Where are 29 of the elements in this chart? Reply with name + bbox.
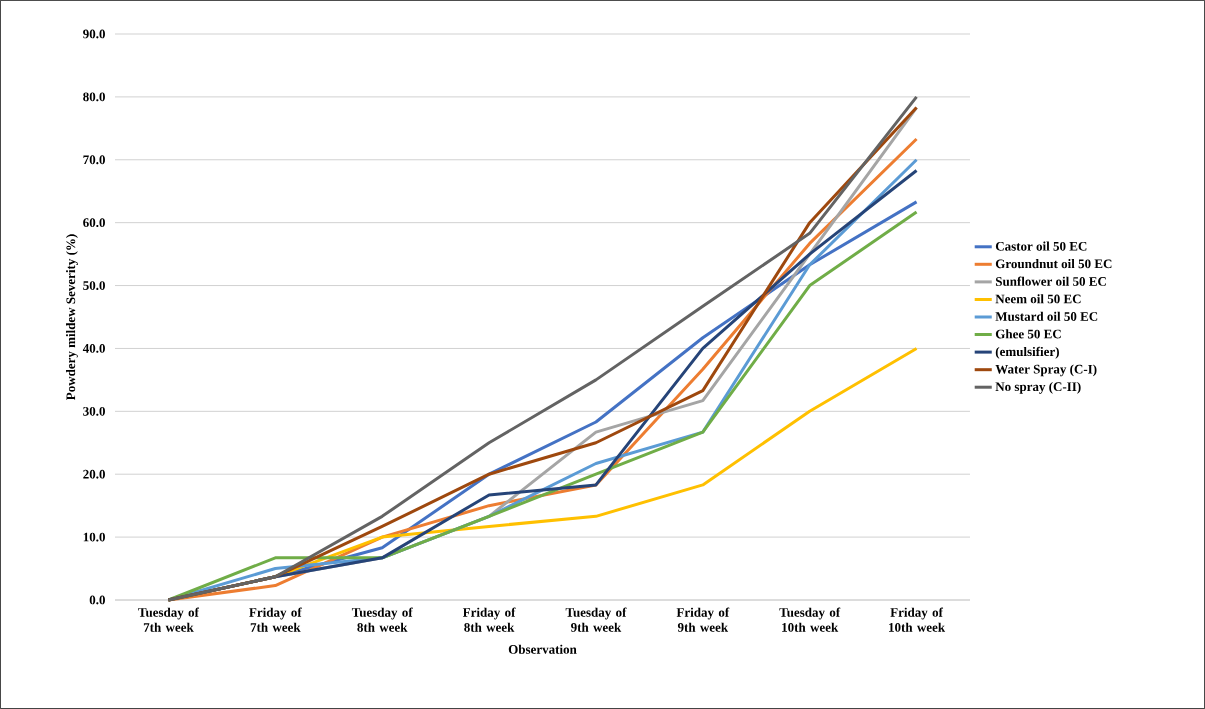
legend-label: (emulsifier): [995, 346, 1059, 359]
y-axis-title: Powdery mildew Severity (%): [66, 234, 78, 400]
x-tick-label: Friday of 9th week: [676, 607, 730, 632]
legend-label: No spray (C-II): [995, 381, 1081, 394]
y-tick-label: 40.0: [82, 344, 105, 353]
x-tick-label: Friday of 10th week: [889, 607, 946, 632]
y-tick-label: 20.0: [83, 469, 105, 479]
y-tick-label: 10.0: [83, 532, 105, 542]
y-tick-label: 50.0: [83, 281, 105, 290]
x-tick-label: Tuesday of 9th week: [565, 607, 627, 632]
y-tick-label: 60.0: [83, 218, 105, 228]
legend-label: Water Spray (C-I): [995, 364, 1097, 377]
x-axis-title: Observation: [508, 644, 577, 654]
y-tick-label: 90.0: [83, 29, 105, 39]
legend-label: Mustard oil 50 EC: [995, 311, 1098, 321]
x-tick-label: Friday of 8th week: [462, 607, 516, 632]
x-tick-label: Friday of 7th week: [249, 607, 302, 632]
y-tick-label: 70.0: [83, 155, 105, 165]
legend-label: Ghee 50 EC: [995, 329, 1061, 339]
legend-label: Groundnut oil 50 EC: [995, 259, 1112, 269]
y-tick-label: 80.0: [83, 92, 105, 102]
x-tick-label: Tuesday of 8th week: [351, 607, 413, 632]
x-tick-label: Tuesday of 7th week: [138, 607, 200, 632]
legend-label: Neem oil 50 EC: [995, 294, 1081, 304]
y-tick-label: 30.0: [83, 406, 105, 416]
legend-label: Sunflower oil 50 EC: [995, 276, 1106, 286]
y-tick-label: 0.0: [89, 595, 105, 605]
x-tick-label: Tuesday of 10th week: [779, 607, 841, 632]
legend-label: Castor oil 50 EC: [995, 241, 1087, 251]
